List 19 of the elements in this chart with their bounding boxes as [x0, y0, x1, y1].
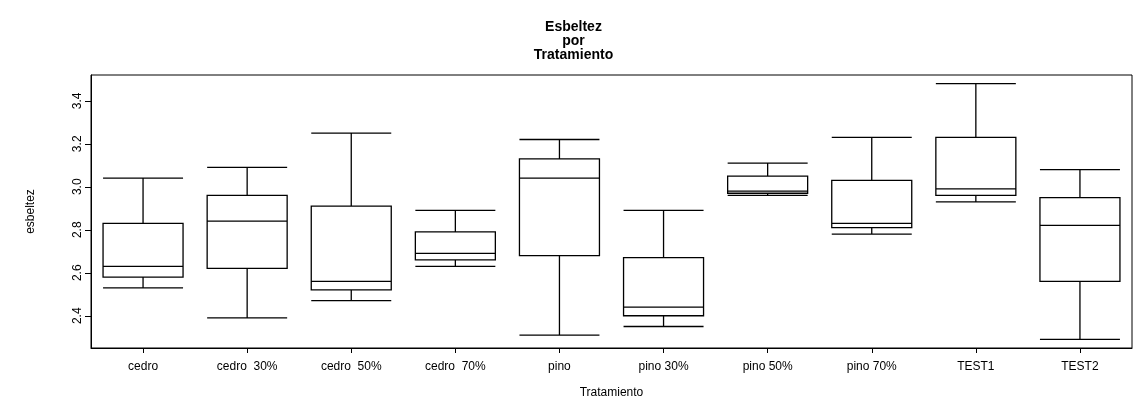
x-tick-label: pino 30%	[638, 359, 689, 373]
x-tick-label: cedro	[128, 359, 159, 373]
x-tick-label: cedro 70%	[425, 359, 487, 373]
x-tick-label: pino	[548, 359, 572, 373]
y-tick-label: 2.6	[70, 264, 84, 282]
chart-title: Esbeltez por Tratamiento	[533, 18, 614, 62]
x-tick-label: pino 50%	[742, 359, 793, 373]
x-tick-label: TEST1	[957, 359, 995, 373]
y-tick-label: 3.2	[70, 135, 84, 153]
y-tick-label: 2.4	[70, 307, 84, 325]
x-tick-label: cedro 30%	[216, 359, 278, 373]
y-tick-label: 2.8	[70, 221, 84, 239]
x-tick-label: cedro 50%	[320, 359, 382, 373]
y-tick-label: 3.0	[70, 178, 84, 196]
y-tick-label: 3.4	[70, 92, 84, 110]
x-tick-label: TEST2	[1061, 359, 1099, 373]
y-axis-title: esbeltez	[23, 189, 37, 234]
x-tick-label: pino 70%	[846, 359, 898, 373]
x-axis-title: Tratamiento	[579, 385, 644, 399]
